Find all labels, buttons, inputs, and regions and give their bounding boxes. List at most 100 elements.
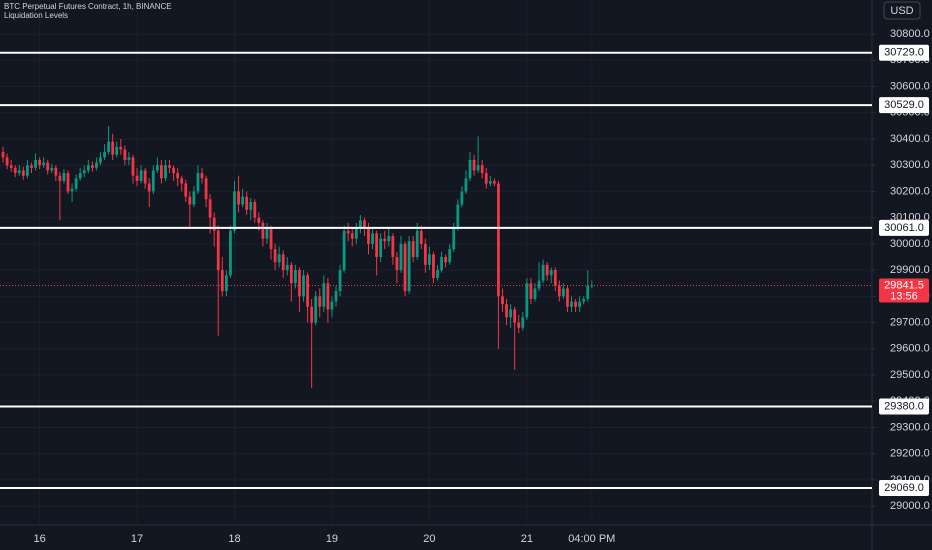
candle-body — [358, 220, 362, 229]
candles — [1, 125, 594, 389]
candle-body — [277, 254, 281, 263]
candle-body — [200, 173, 204, 179]
y-tick-label: 30400.0 — [890, 133, 930, 145]
level-label-box — [879, 219, 929, 236]
currency-button[interactable] — [883, 1, 921, 20]
candle-body — [224, 275, 228, 292]
candle-body — [82, 170, 86, 174]
candle-body — [387, 236, 391, 242]
candle-body — [99, 157, 102, 163]
y-tick-label: 30300.0 — [890, 159, 930, 171]
y-tick-label: 29900.0 — [890, 264, 930, 276]
candle-body — [306, 275, 309, 307]
candle-body — [54, 167, 58, 176]
x-tick-label: 18 — [228, 533, 240, 545]
candle-body — [509, 309, 513, 318]
candle-body — [444, 256, 448, 263]
candle-body — [570, 301, 573, 307]
candle-body — [452, 228, 456, 250]
candle-body — [391, 236, 395, 257]
level-label-box — [879, 44, 929, 61]
y-tick-label: 30200.0 — [890, 185, 930, 197]
y-tick-label: 30600.0 — [890, 80, 930, 92]
candle-body — [95, 162, 98, 168]
candle-body — [34, 159, 37, 168]
candle-body — [229, 230, 232, 276]
candle-body — [517, 322, 521, 328]
candle-body — [42, 162, 46, 166]
candle-body — [428, 254, 431, 265]
candle-body — [147, 183, 151, 192]
candle-body — [342, 230, 346, 271]
candle-body — [407, 241, 411, 292]
candle-body — [192, 191, 196, 205]
candle-body — [58, 175, 62, 181]
candle-body — [204, 178, 208, 200]
level-label: 29380.0 — [884, 400, 924, 412]
candle-body — [78, 173, 82, 179]
candle-body — [62, 173, 66, 181]
candle-body — [545, 264, 549, 276]
candle-body — [448, 249, 452, 263]
candle-body — [375, 233, 379, 257]
candle-body — [298, 270, 301, 297]
candle-body — [505, 304, 508, 318]
candle-body — [310, 306, 314, 323]
candle-body — [257, 217, 261, 223]
y-tick-label: 29200.0 — [890, 448, 930, 460]
candle-body — [419, 230, 423, 244]
candle-body — [561, 288, 565, 297]
last-price-label: 29841.5 — [884, 279, 924, 291]
candle-body — [46, 162, 50, 171]
candle-body — [289, 264, 293, 284]
candle-body — [354, 228, 358, 239]
candle-body — [273, 249, 277, 263]
candle-body — [566, 288, 569, 307]
chart-title: BTC Perpetual Futures Contract, 1h, BINA… — [4, 2, 172, 11]
x-tick-label: 21 — [521, 533, 533, 545]
candle-body — [334, 291, 338, 302]
candle-body — [338, 270, 342, 292]
candle-body — [403, 243, 407, 292]
candle-body — [476, 165, 480, 171]
level-label-box — [879, 398, 929, 415]
y-tick-label: 29300.0 — [890, 421, 930, 433]
candle-body — [151, 170, 155, 192]
candle-body — [30, 165, 33, 168]
candle-body — [220, 270, 224, 292]
candle-body — [9, 165, 13, 168]
candle-body — [586, 285, 590, 299]
candle-body — [395, 256, 399, 271]
candle-body — [318, 296, 322, 307]
candle-body — [249, 201, 253, 210]
candle-body — [188, 196, 192, 205]
candle-body — [208, 199, 212, 218]
candle-body — [460, 191, 464, 205]
candle-body — [90, 165, 94, 168]
candle-body — [367, 228, 370, 244]
candle-body — [164, 165, 167, 179]
y-tick-label: 29000.0 — [890, 500, 930, 512]
candle-body — [245, 196, 249, 210]
candle-body — [371, 233, 374, 244]
level-label-box — [879, 97, 929, 114]
candle-body — [363, 220, 366, 229]
candle-body — [66, 173, 70, 192]
level-label: 30729.0 — [884, 47, 924, 59]
candle-body — [557, 285, 561, 297]
candle-body — [131, 157, 135, 176]
candle-body — [492, 180, 496, 184]
candle-body — [176, 173, 180, 179]
candle-body — [38, 159, 41, 166]
candle-body — [513, 309, 517, 323]
candle-body — [330, 301, 334, 310]
last-price-box — [879, 278, 929, 303]
currency-label[interactable]: USD — [890, 5, 913, 17]
candle-body — [525, 283, 529, 318]
candle-body — [533, 288, 537, 299]
candle-body — [383, 238, 387, 242]
level-label-box — [879, 480, 929, 497]
candle-body — [265, 228, 269, 239]
indicator-name: Liquidation Levels — [4, 11, 68, 20]
